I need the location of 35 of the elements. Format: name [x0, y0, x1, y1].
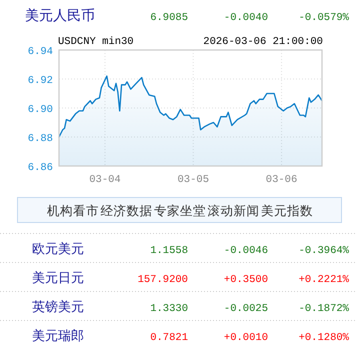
- text: 6.9085: [150, 12, 188, 24]
- text: 滚动新闻: [208, 203, 260, 218]
- text: 英镑美元: [32, 299, 84, 315]
- text: 欧元美元: [32, 241, 84, 257]
- text: 美元指数: [261, 203, 313, 218]
- x-tick-label: 03-06: [266, 174, 298, 186]
- text: -0.3964%: [298, 245, 350, 257]
- x-tick-label: 03-04: [89, 174, 121, 186]
- text: 经济数据: [100, 203, 152, 218]
- text: 0.7821: [150, 332, 188, 344]
- text: +0.1280%: [298, 332, 350, 344]
- text: -0.0025: [224, 303, 268, 315]
- text: -0.0579%: [298, 12, 350, 24]
- text: 美元瑞郎: [32, 328, 84, 344]
- text: 美元人民币: [25, 8, 95, 24]
- text: +0.3500: [224, 274, 268, 286]
- y-tick-label: 6.86: [28, 162, 53, 174]
- text: -0.0040: [224, 12, 268, 24]
- y-tick-label: 6.92: [28, 75, 53, 87]
- chart-title: USDCNY min30: [58, 36, 134, 48]
- text: 机构看市: [47, 203, 99, 218]
- text: -0.1872%: [298, 303, 350, 315]
- text: 1.1558: [150, 245, 188, 257]
- text: 157.9200: [138, 274, 188, 286]
- y-tick-label: 6.88: [28, 133, 53, 145]
- x-tick-label: 03-05: [178, 174, 210, 186]
- text: 美元日元: [32, 270, 84, 286]
- text: +0.2221%: [298, 274, 350, 286]
- text: -0.0046: [224, 245, 268, 257]
- text: 专家坐堂: [154, 203, 206, 218]
- y-tick-label: 6.94: [28, 46, 53, 58]
- text: +0.0010: [224, 332, 268, 344]
- y-tick-label: 6.90: [28, 104, 53, 116]
- text: 1.3330: [150, 303, 188, 315]
- chart-subtitle: 2026-03-06 21:00:00: [203, 36, 323, 48]
